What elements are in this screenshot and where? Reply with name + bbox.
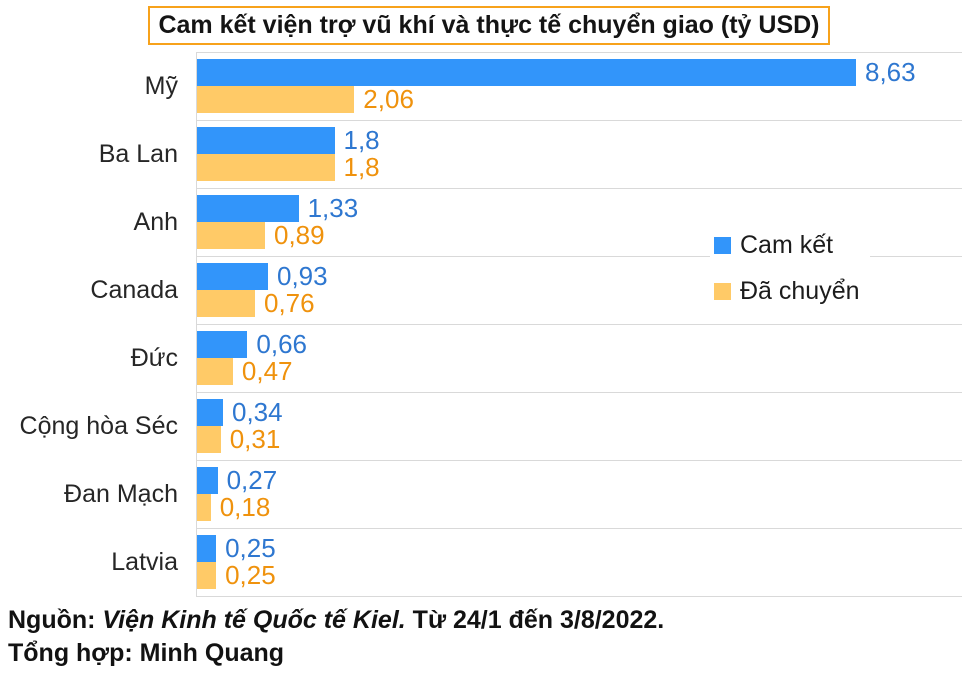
value-label-delivered: 0,76 <box>264 288 315 318</box>
bar-delivered <box>197 154 335 181</box>
plot-area: 8,63 2,06 1,8 1,8 1,33 0,89 0,93 0,76 0,66 0,47 0,… <box>196 52 962 597</box>
chart-row: 8,63 2,06 <box>197 53 962 121</box>
legend-item-cam-ket: Cam kết <box>710 229 870 262</box>
value-label-delivered: 1,8 <box>343 152 380 182</box>
category-label: Latvia <box>111 547 178 576</box>
source-name: Viện Kinh tế Quốc tế Kiel. <box>102 606 406 634</box>
category-labels: Mỹ Ba Lan Anh Canada Đức Cộng hòa Séc Đan Mạch… <box>0 52 178 596</box>
value-label-delivered: 0,47 <box>241 356 293 386</box>
legend-swatch-delivered-icon <box>714 283 731 300</box>
legend-label-delivered: Đã chuyển <box>740 277 860 305</box>
source-label: Nguồn: <box>8 606 96 634</box>
value-label-committed: 1,8 <box>343 125 380 155</box>
chart-row: 0,93 0,76 <box>197 257 962 325</box>
bar-committed <box>197 535 217 562</box>
value-label-committed: 8,63 <box>865 57 916 87</box>
bar-committed <box>197 263 268 290</box>
bar-delivered <box>197 358 233 385</box>
chart-row: 1,8 1,8 <box>197 121 962 189</box>
bar-committed <box>197 331 248 358</box>
bar-delivered <box>197 426 221 453</box>
category-label: Ba Lan <box>98 139 178 168</box>
compiled-line: Tổng hợp: Minh Quang <box>8 639 285 667</box>
legend-item-da-chuyen: Đã chuyển <box>710 275 870 308</box>
bar-delivered <box>197 222 265 249</box>
legend-label-committed: Cam kết <box>740 231 834 259</box>
value-label-delivered: 0,31 <box>229 424 281 454</box>
value-label-delivered: 0,18 <box>219 492 271 522</box>
source-line: Nguồn: Viện Kinh tế Quốc tế Kiel. Từ 24/… <box>8 604 664 637</box>
category-label: Canada <box>90 275 178 304</box>
value-label-committed: 1,33 <box>307 193 359 223</box>
value-label-delivered: 2,06 <box>363 84 414 114</box>
category-label: Đức <box>130 343 178 372</box>
chart-row: 1,33 0,89 <box>197 189 962 257</box>
source-footer: Nguồn: Viện Kinh tế Quốc tế Kiel. Từ 24/… <box>8 604 664 670</box>
value-label-committed: 0,93 <box>277 261 328 291</box>
bar-delivered <box>197 290 255 317</box>
bar-delivered <box>197 494 211 521</box>
value-label-committed: 0,66 <box>256 329 307 359</box>
bar-delivered <box>197 562 217 589</box>
source-period: Từ 24/1 đến 3/8/2022. <box>412 606 665 634</box>
value-label-delivered: 0,89 <box>274 220 325 250</box>
bar-committed <box>197 127 335 154</box>
category-label: Mỹ <box>144 71 178 100</box>
legend: Cam kết Đã chuyển <box>710 229 870 308</box>
chart-title: Cam kết viện trợ vũ khí và thực tế chuyể… <box>148 6 830 45</box>
value-label-committed: 0,27 <box>226 465 278 495</box>
chart-row: 0,34 0,31 <box>197 393 962 461</box>
bar-committed <box>197 399 223 426</box>
value-label-delivered: 0,25 <box>225 560 276 590</box>
legend-swatch-committed-icon <box>714 237 731 254</box>
category-label: Anh <box>133 207 178 236</box>
bar-committed <box>197 195 299 222</box>
chart-row: 0,27 0,18 <box>197 461 962 529</box>
category-label: Cộng hòa Séc <box>19 411 178 440</box>
value-label-committed: 0,25 <box>225 533 276 563</box>
value-label-committed: 0,34 <box>232 397 283 427</box>
bar-committed <box>197 59 856 86</box>
bar-committed <box>197 467 218 494</box>
category-label: Đan Mạch <box>64 479 178 508</box>
bar-delivered <box>197 86 355 113</box>
chart-row: 0,66 0,47 <box>197 325 962 393</box>
chart-row: 0,25 0,25 <box>197 529 962 597</box>
